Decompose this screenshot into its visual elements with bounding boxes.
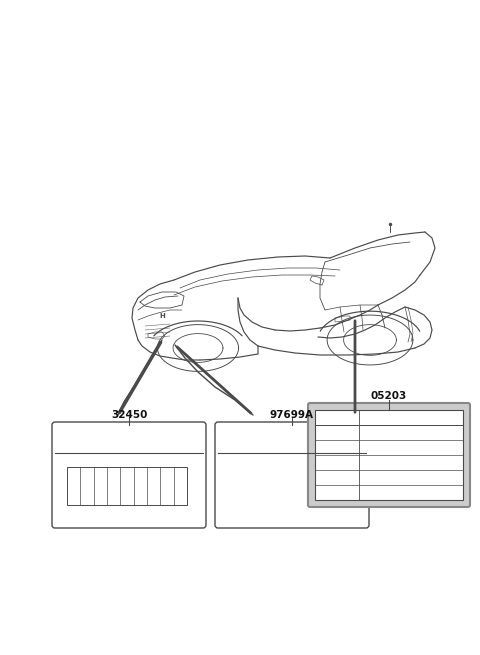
Text: 05203: 05203 bbox=[371, 391, 407, 401]
Bar bbox=[315, 410, 463, 500]
Text: 97699A: 97699A bbox=[270, 410, 314, 420]
FancyBboxPatch shape bbox=[308, 403, 470, 507]
FancyBboxPatch shape bbox=[52, 422, 206, 528]
FancyBboxPatch shape bbox=[215, 422, 369, 528]
Text: H: H bbox=[159, 313, 165, 319]
Text: 32450: 32450 bbox=[111, 410, 147, 420]
Bar bbox=[67, 467, 187, 505]
